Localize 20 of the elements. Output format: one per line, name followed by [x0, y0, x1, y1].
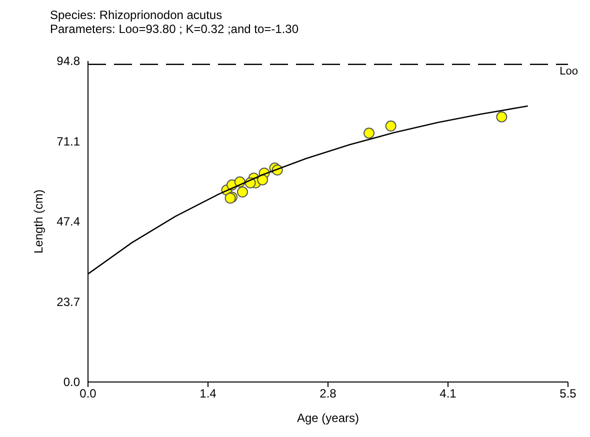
point: [257, 174, 268, 186]
x-tick-label: 5.5: [560, 386, 577, 401]
y-tick-label: 23.7: [56, 294, 80, 309]
point: [496, 111, 508, 122]
point: [236, 186, 248, 198]
point: [364, 128, 375, 139]
x-tick-label: 0.0: [80, 386, 97, 401]
y-tick-label: 47.4: [56, 214, 80, 228]
x-tick-label: 1.4: [200, 386, 217, 401]
chart-title: Species: Rhizoprionodon acutus: [50, 8, 224, 22]
x-tick-label: 4.1: [440, 386, 457, 401]
x-axis-title: Age (years): [296, 411, 360, 425]
point: [385, 120, 396, 132]
y-tick-label: 71.1: [56, 134, 80, 148]
y-tick-label: 94.8: [56, 54, 80, 68]
x-tick-label: 2.8: [320, 386, 337, 401]
ref-line-label: Loo: [560, 65, 578, 78]
y-tick-label: 0.0: [63, 375, 80, 389]
chart-subtitle: Parameters: Loo=93.80 ; K=0.32 ;and to=-1.30: [50, 22, 299, 36]
y-axis-title: Length (cm): [31, 189, 46, 254]
